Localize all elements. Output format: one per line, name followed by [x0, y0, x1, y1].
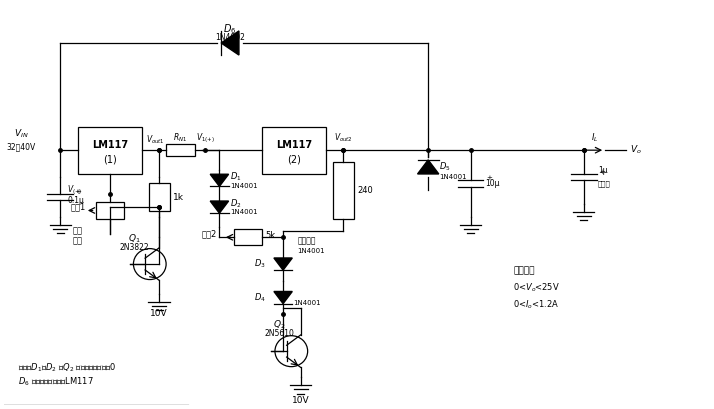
Text: 调节2: 调节2: [201, 229, 216, 238]
Text: 调节1: 调节1: [70, 202, 86, 211]
Text: LM117: LM117: [276, 139, 312, 150]
Text: $D_4$: $D_4$: [253, 291, 266, 304]
Text: 1μ: 1μ: [598, 166, 608, 175]
Text: 1N4001: 1N4001: [230, 209, 258, 216]
Text: (1): (1): [103, 155, 116, 164]
Text: +: +: [486, 175, 492, 181]
Polygon shape: [418, 160, 439, 174]
Text: $Q_1$: $Q_1$: [129, 232, 141, 245]
Text: $Q_2$: $Q_2$: [273, 318, 286, 330]
Text: 2N5610: 2N5610: [265, 328, 294, 337]
Text: 2N3822: 2N3822: [120, 243, 149, 252]
Text: +: +: [600, 169, 605, 175]
Text: 0<$I_o$<1.2A: 0<$I_o$<1.2A: [513, 298, 559, 310]
Text: 1N4002: 1N4002: [215, 33, 245, 42]
Text: $V_o$: $V_o$: [630, 144, 642, 156]
Text: 1N4001: 1N4001: [439, 174, 466, 180]
Text: 1N4001: 1N4001: [297, 248, 325, 254]
Text: 调节: 调节: [73, 236, 83, 245]
Text: $D_3$: $D_3$: [253, 258, 266, 270]
Polygon shape: [210, 201, 228, 213]
Text: 0<$V_o$<25V: 0<$V_o$<25V: [513, 281, 560, 294]
Text: $I_L$: $I_L$: [590, 132, 598, 144]
Text: 5k: 5k: [266, 231, 276, 240]
Text: 10V: 10V: [151, 309, 168, 318]
Text: 钽电容: 钽电容: [598, 180, 610, 187]
Polygon shape: [210, 174, 228, 187]
Text: 二极管$D_1$、$D_2$ 和$Q_2$ 使的输出能被调到0: 二极管$D_1$、$D_2$ 和$Q_2$ 使的输出能被调到0: [18, 362, 116, 374]
Bar: [78, 127, 141, 174]
Text: 240: 240: [358, 186, 373, 195]
Text: 输出范围: 输出范围: [513, 266, 535, 275]
Polygon shape: [274, 292, 292, 303]
Text: +: +: [76, 189, 81, 195]
Bar: [333, 162, 354, 218]
Bar: [149, 183, 170, 211]
Text: $D_5$: $D_5$: [439, 161, 451, 173]
Text: (2): (2): [287, 155, 301, 164]
Text: LM117: LM117: [91, 139, 128, 150]
Text: $V_{out2}$: $V_{out2}$: [334, 132, 353, 144]
Text: 32～40V: 32～40V: [6, 142, 36, 151]
Bar: [166, 144, 196, 156]
Text: $V_{(+)}$: $V_{(+)}$: [67, 184, 83, 197]
Text: $V_{out1}$: $V_{out1}$: [146, 134, 165, 146]
Bar: [262, 127, 326, 174]
Text: $D_6$: $D_6$: [223, 22, 237, 36]
Polygon shape: [221, 31, 239, 55]
Polygon shape: [274, 258, 292, 270]
Text: $D_2$: $D_2$: [230, 198, 241, 210]
Bar: [233, 229, 262, 245]
Text: 1N4001: 1N4001: [293, 300, 321, 306]
Text: 电压调节: 电压调节: [297, 236, 316, 245]
Text: 10V: 10V: [292, 396, 309, 405]
Bar: [96, 202, 124, 218]
Text: 0.1μ: 0.1μ: [67, 196, 84, 205]
Text: 限流: 限流: [73, 226, 83, 235]
Text: 1k: 1k: [174, 193, 184, 202]
Text: $V_{1(+)}$: $V_{1(+)}$: [196, 131, 215, 145]
Text: $R_{N1}$: $R_{N1}$: [174, 132, 188, 144]
Text: 10μ: 10μ: [485, 179, 499, 188]
Text: $V_{IN}$: $V_{IN}$: [14, 127, 29, 140]
Text: $D_1$: $D_1$: [230, 171, 241, 183]
Text: 1N4001: 1N4001: [230, 183, 258, 189]
Text: $D_6$ 在输入短路时保护LM117: $D_6$ 在输入短路时保护LM117: [18, 375, 94, 388]
